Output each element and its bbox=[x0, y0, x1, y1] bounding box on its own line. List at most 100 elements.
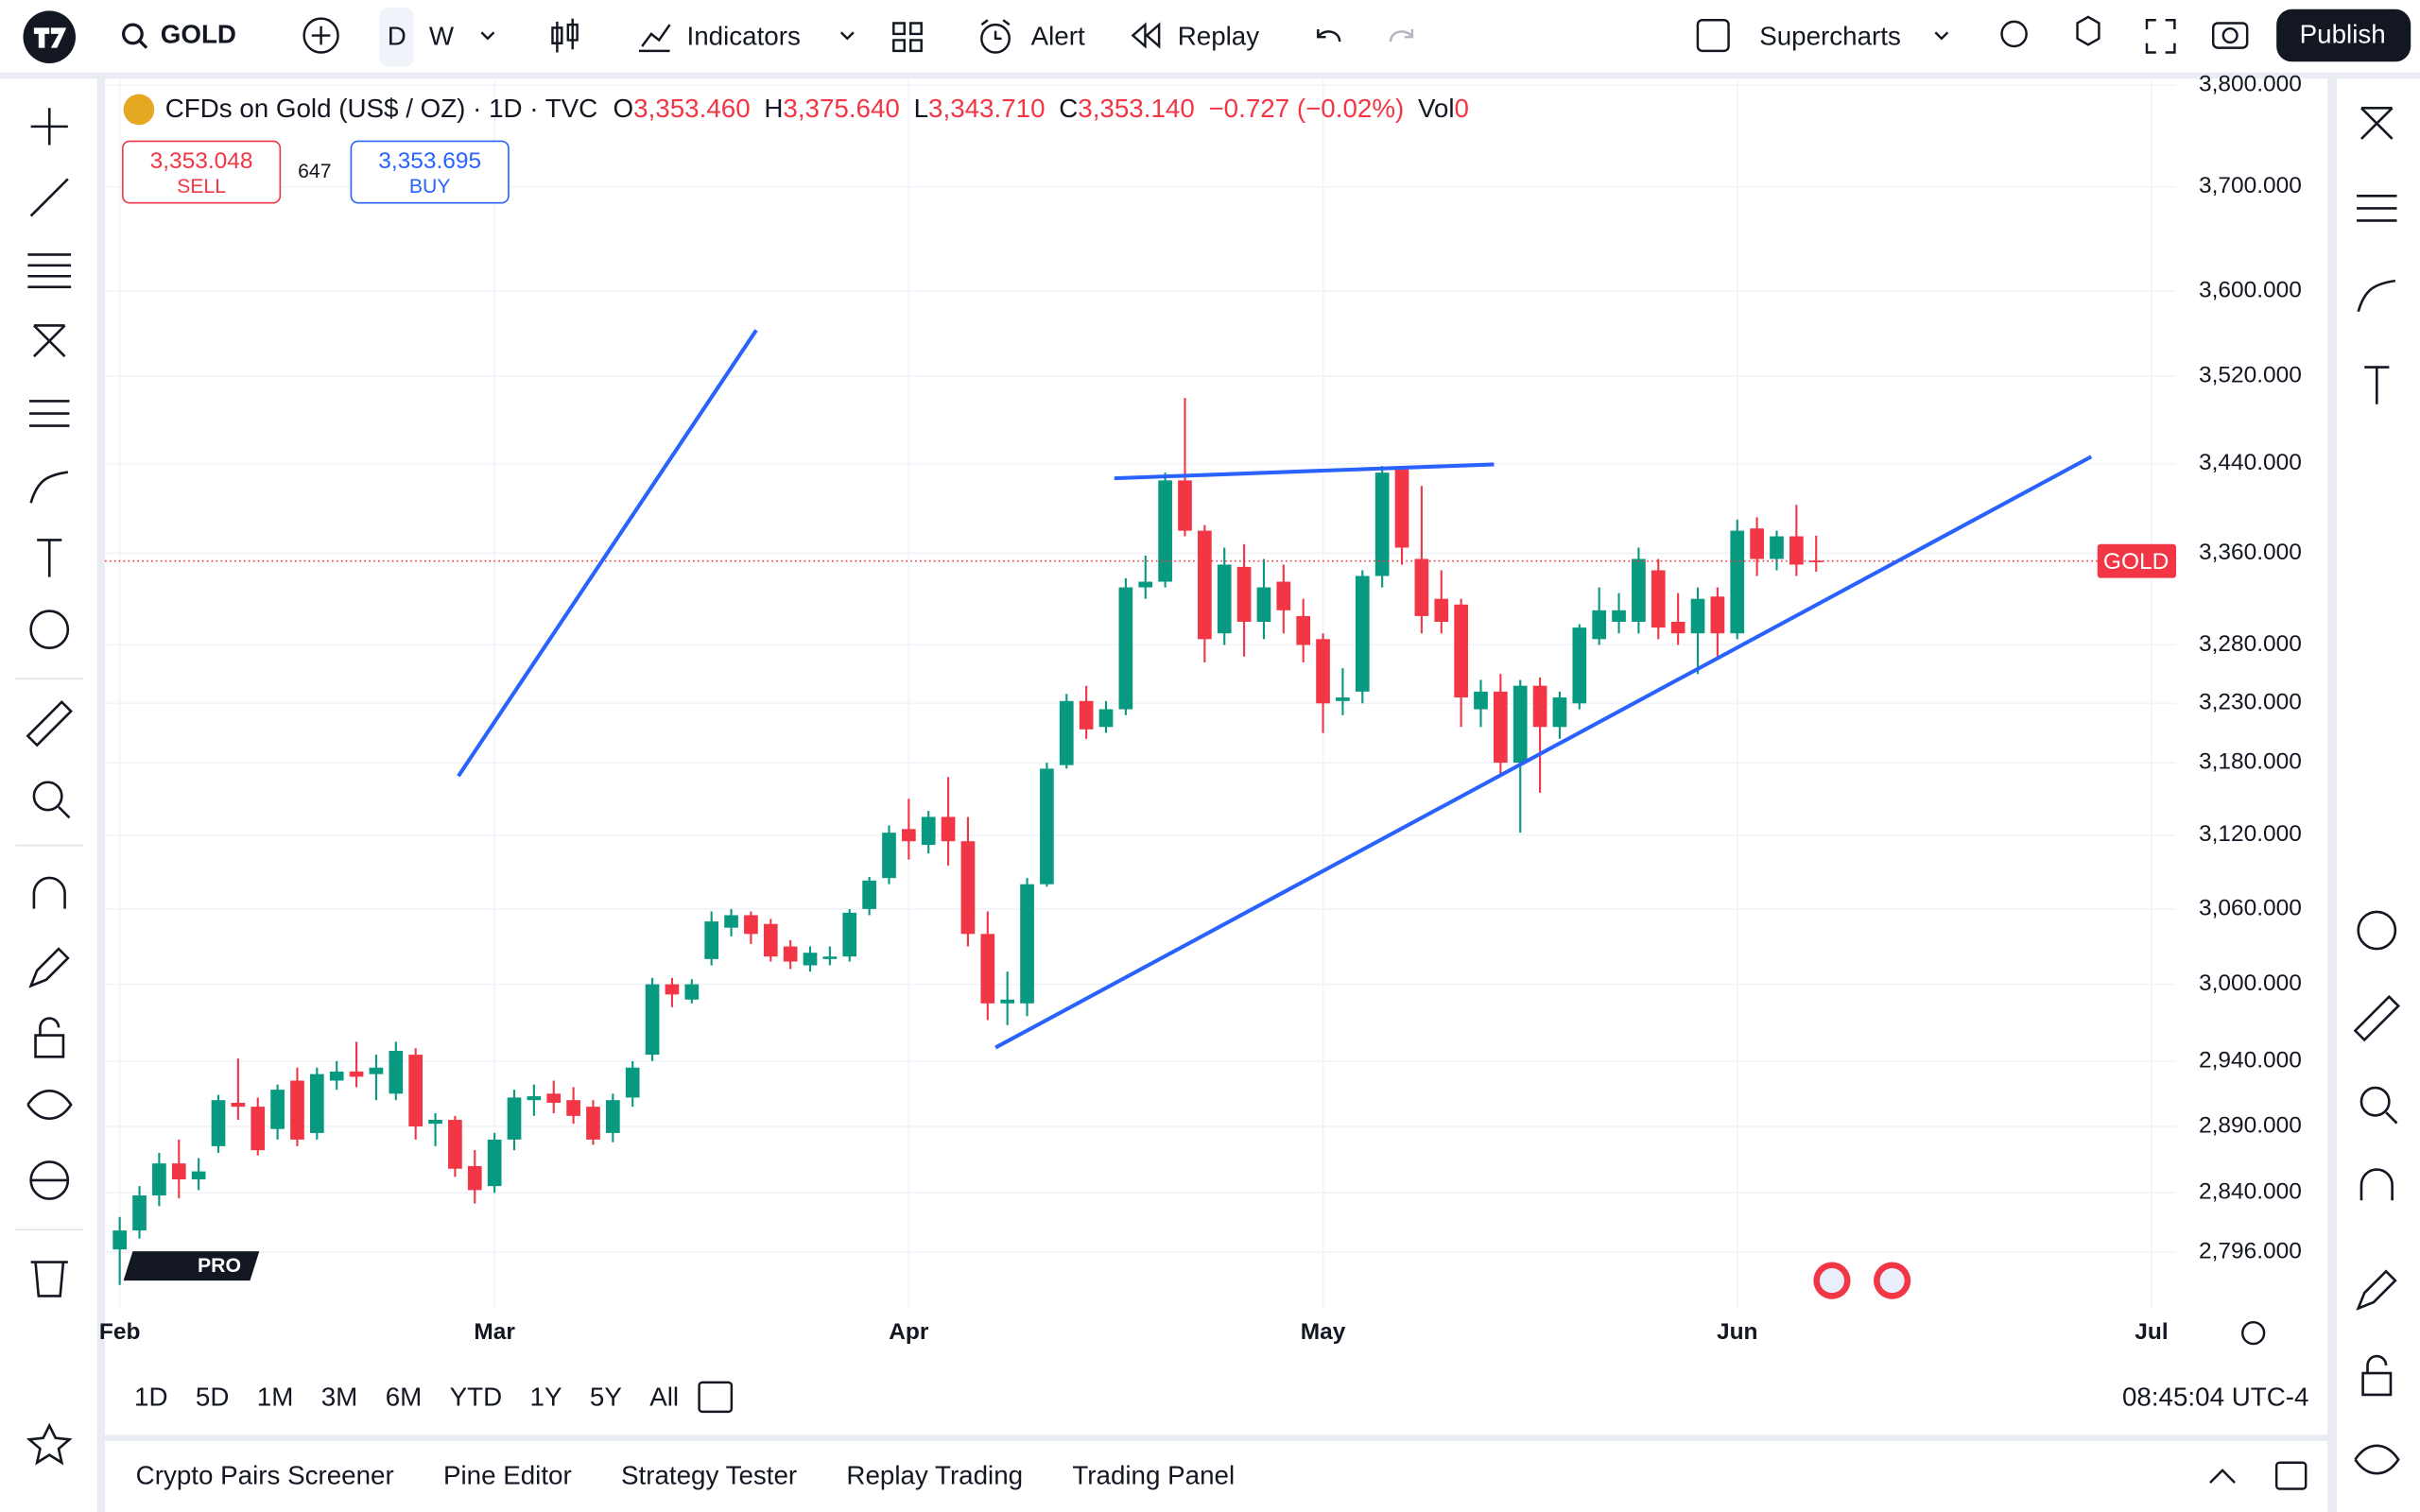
panel-tab[interactable]: Strategy Tester bbox=[620, 1461, 798, 1491]
panel-tab[interactable]: Crypto Pairs Screener bbox=[135, 1461, 394, 1491]
range-button[interactable]: 1D bbox=[134, 1382, 168, 1412]
tool-icon[interactable] bbox=[2361, 1354, 2393, 1397]
indicators-icon[interactable] bbox=[638, 24, 671, 53]
tool-icon[interactable] bbox=[26, 1422, 73, 1466]
tool-icon[interactable] bbox=[26, 700, 73, 747]
replay-button[interactable]: Replay bbox=[1177, 21, 1260, 51]
tool-icon[interactable] bbox=[2356, 1269, 2397, 1311]
candle-body bbox=[1670, 621, 1685, 634]
tool-icon[interactable] bbox=[2364, 366, 2390, 404]
replay-icon[interactable] bbox=[1131, 22, 1161, 49]
indicators-menu[interactable] bbox=[839, 31, 855, 41]
range-button[interactable]: 1M bbox=[256, 1382, 294, 1412]
interval[interactable]: W bbox=[428, 21, 455, 51]
layout-icon[interactable] bbox=[1696, 19, 1730, 53]
add-symbol[interactable] bbox=[302, 17, 339, 54]
interval[interactable]: D bbox=[387, 21, 406, 51]
templates[interactable] bbox=[892, 22, 923, 53]
tool-icon[interactable] bbox=[32, 324, 66, 358]
tool-icon[interactable] bbox=[32, 876, 66, 909]
tool-icon[interactable] bbox=[30, 1261, 68, 1297]
quick-search[interactable] bbox=[2000, 20, 2028, 48]
tool-icon[interactable] bbox=[37, 539, 62, 577]
publish-button[interactable] bbox=[2276, 9, 2411, 62]
trend-line[interactable] bbox=[994, 455, 2093, 1050]
tool-icon[interactable] bbox=[2357, 910, 2397, 951]
maximize-panel[interactable] bbox=[2274, 1461, 2308, 1490]
tool-icon[interactable] bbox=[28, 947, 70, 988]
panel-tab[interactable]: Pine Editor bbox=[442, 1461, 572, 1491]
range-button[interactable]: 5Y bbox=[589, 1382, 622, 1412]
indicators-button[interactable]: Indicators bbox=[686, 21, 801, 51]
settings[interactable] bbox=[2076, 15, 2100, 46]
tool-icon[interactable] bbox=[2360, 106, 2394, 140]
trend-line[interactable] bbox=[457, 329, 758, 778]
ohlc-label: O bbox=[613, 94, 634, 124]
add-symbol-plus bbox=[311, 26, 331, 45]
redo[interactable] bbox=[1389, 29, 1414, 43]
trend-line[interactable] bbox=[1114, 462, 1495, 481]
candle-body bbox=[645, 984, 660, 1056]
symbol-search[interactable]: GOLD bbox=[160, 20, 236, 50]
panel-tab[interactable]: Replay Trading bbox=[846, 1461, 1024, 1491]
tool-icon[interactable] bbox=[32, 781, 71, 819]
range-button[interactable]: 3M bbox=[320, 1382, 358, 1412]
candle-body bbox=[1789, 536, 1804, 565]
fullscreen[interactable] bbox=[2145, 19, 2176, 54]
ohlc-label: C bbox=[1059, 94, 1079, 124]
drawings: PRO bbox=[123, 329, 2093, 1299]
tool-icon[interactable] bbox=[27, 253, 72, 288]
interval-active[interactable] bbox=[379, 8, 414, 67]
candle-body bbox=[862, 880, 876, 909]
snapshot[interactable] bbox=[2212, 22, 2249, 49]
candle-body bbox=[1770, 536, 1784, 559]
tool-icon[interactable] bbox=[29, 400, 70, 427]
undo[interactable] bbox=[1317, 29, 1341, 43]
axis-settings[interactable] bbox=[2241, 1320, 2266, 1346]
candle-body bbox=[1198, 530, 1212, 640]
volume-label: Vol bbox=[1417, 94, 1455, 124]
tool-icon[interactable] bbox=[29, 1160, 70, 1200]
range-button[interactable]: All bbox=[649, 1382, 680, 1412]
range-button[interactable]: 6M bbox=[385, 1382, 423, 1412]
interval-menu[interactable] bbox=[480, 31, 495, 41]
logo[interactable] bbox=[23, 10, 76, 63]
go-to-date[interactable] bbox=[698, 1381, 734, 1414]
search-icon[interactable] bbox=[121, 23, 144, 45]
tool-icon[interactable] bbox=[2360, 1168, 2394, 1201]
tool-icon[interactable] bbox=[2360, 1086, 2398, 1125]
tool-icon[interactable] bbox=[2354, 1444, 2400, 1475]
buy-button[interactable]: 3,353.695 BUY bbox=[350, 140, 510, 204]
candle-body bbox=[270, 1090, 285, 1129]
tool-icon[interactable] bbox=[26, 1090, 73, 1120]
range-button[interactable]: 5D bbox=[195, 1382, 230, 1412]
candle-body bbox=[980, 934, 995, 1004]
range-button[interactable]: 1Y bbox=[529, 1382, 562, 1412]
layout-menu[interactable] bbox=[1934, 31, 1949, 41]
candle-body bbox=[389, 1050, 404, 1094]
tool-icon[interactable] bbox=[29, 610, 70, 649]
chart-type[interactable] bbox=[551, 18, 579, 53]
publish-label[interactable]: Publish bbox=[2299, 20, 2386, 50]
y-tick-label: 3,600.000 bbox=[2199, 277, 2302, 302]
tool-icon[interactable] bbox=[29, 178, 69, 217]
layout-name[interactable]: Supercharts bbox=[1759, 21, 1901, 51]
watermark-text: PRO bbox=[198, 1255, 241, 1277]
alert-button[interactable]: Alert bbox=[1030, 21, 1085, 51]
tool-icon[interactable] bbox=[29, 471, 69, 504]
range-button[interactable]: YTD bbox=[449, 1382, 503, 1412]
left-toolbar bbox=[0, 78, 97, 1512]
alert-icon[interactable] bbox=[980, 23, 1011, 54]
candle-body bbox=[112, 1230, 128, 1250]
tool-icon[interactable] bbox=[2357, 195, 2397, 222]
tool-icon[interactable] bbox=[2353, 994, 2400, 1042]
collapse-panel[interactable] bbox=[2209, 1469, 2236, 1484]
tool-icon[interactable] bbox=[34, 1017, 65, 1058]
sell-button[interactable]: 3,353.048 SELL bbox=[121, 140, 282, 204]
panel-tab[interactable]: Trading Panel bbox=[1072, 1461, 1236, 1491]
candle-body bbox=[290, 1080, 304, 1140]
tool-icon[interactable] bbox=[30, 108, 68, 146]
candle-body bbox=[704, 921, 719, 959]
y-tick-label: 3,520.000 bbox=[2199, 363, 2302, 388]
tool-icon[interactable] bbox=[2357, 279, 2396, 313]
